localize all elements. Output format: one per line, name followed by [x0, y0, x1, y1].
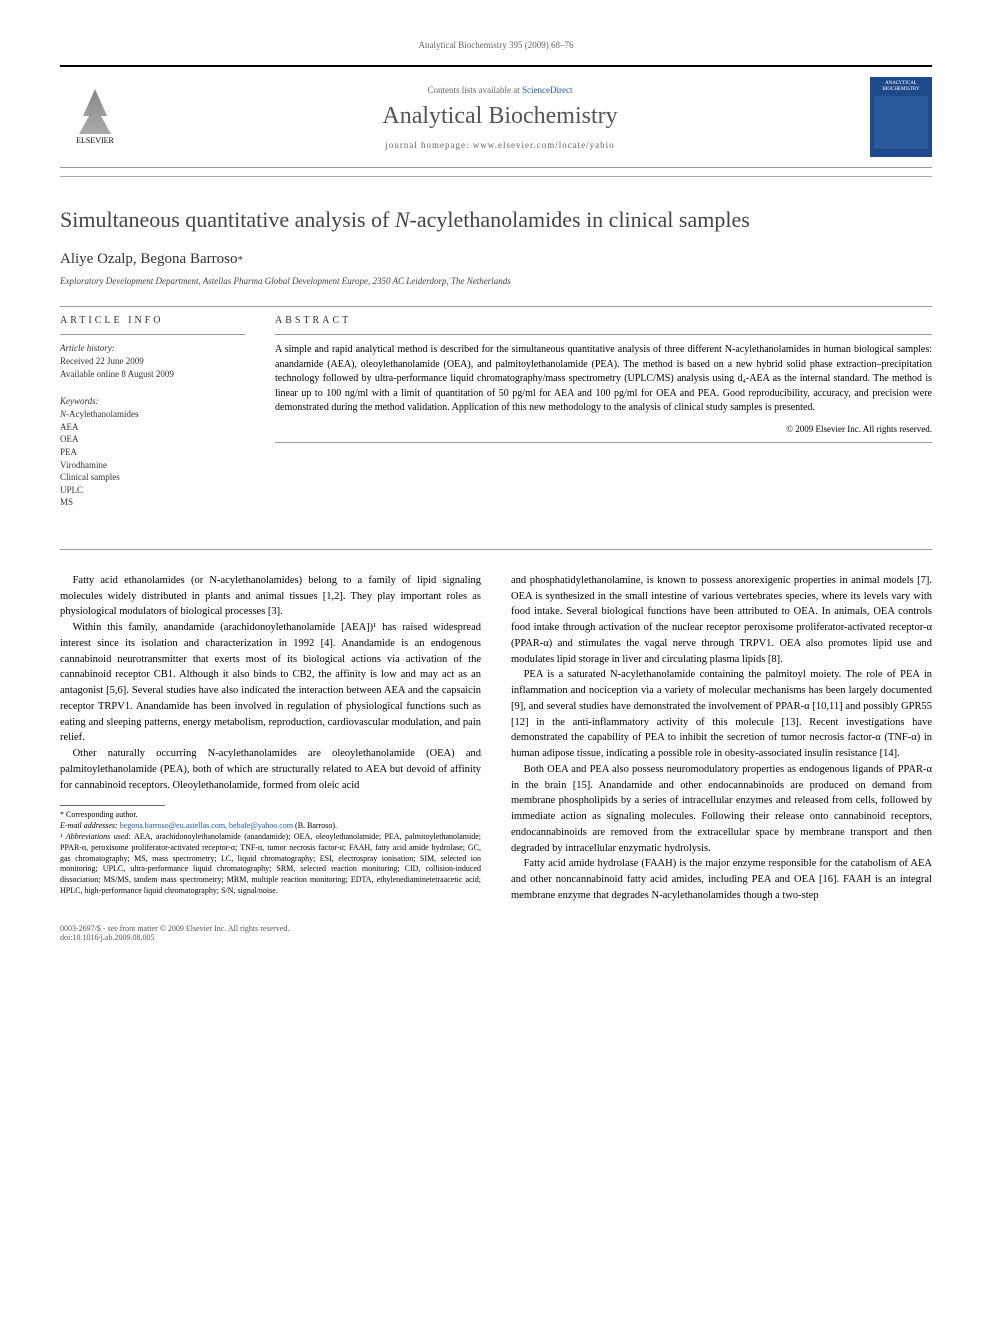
- elsevier-logo: ELSEVIER: [60, 82, 130, 152]
- body-col-right: and phosphatidylethanolamine, is known t…: [511, 573, 932, 904]
- corresponding-marker: *: [237, 254, 243, 266]
- homepage-url[interactable]: www.elsevier.com/locate/yabio: [473, 140, 615, 150]
- paragraph: Fatty acid amide hydrolase (FAAH) is the…: [511, 856, 932, 903]
- keyword: N-Acylethanolamides: [60, 408, 245, 421]
- divider: [60, 549, 932, 550]
- authors-line: Aliye Ozalp, Begona Barroso*: [60, 251, 932, 268]
- tree-icon: [75, 89, 115, 134]
- divider: [60, 306, 932, 307]
- masthead-center: Contents lists available at ScienceDirec…: [145, 85, 855, 150]
- cover-body: [874, 96, 928, 149]
- corresponding-note: * Corresponding author.: [60, 810, 481, 821]
- divider: [275, 334, 932, 335]
- body-columns: Fatty acid ethanolamides (or N-acylethan…: [60, 573, 932, 904]
- paragraph: Both OEA and PEA also possess neuromodul…: [511, 762, 932, 857]
- contents-line: Contents lists available at ScienceDirec…: [145, 85, 855, 95]
- history-item: Available online 8 August 2009: [60, 368, 245, 381]
- homepage-prefix: journal homepage:: [385, 140, 472, 150]
- divider: [275, 442, 932, 443]
- keywords-list: N-Acylethanolamides AEA OEA PEA Virodham…: [60, 408, 245, 509]
- article-info-column: ARTICLE INFO Article history: Received 2…: [60, 315, 245, 509]
- history-list: Received 22 June 2009 Available online 8…: [60, 355, 245, 380]
- abbrev-label: ¹ Abbreviations used:: [60, 832, 131, 841]
- title-italic: N: [395, 207, 410, 232]
- history-item: Received 22 June 2009: [60, 355, 245, 368]
- meta-abstract-row: ARTICLE INFO Article history: Received 2…: [60, 315, 932, 509]
- abstract-copyright: © 2009 Elsevier Inc. All rights reserved…: [275, 424, 932, 434]
- journal-page: Analytical Biochemistry 395 (2009) 68–76…: [0, 0, 992, 982]
- footnotes: * Corresponding author. E-mail addresses…: [60, 810, 481, 896]
- email-attribution: (B. Barroso).: [295, 821, 337, 830]
- paragraph: and phosphatidylethanolamine, is known t…: [511, 573, 932, 668]
- article-info-heading: ARTICLE INFO: [60, 315, 245, 326]
- cover-title: ANALYTICAL BIOCHEMISTRY: [872, 81, 930, 92]
- abstract-text: A simple and rapid analytical method is …: [275, 343, 932, 416]
- footnote-rule: [60, 805, 165, 806]
- paragraph: Other naturally occurring N-acylethanola…: [60, 746, 481, 793]
- title-prefix: Simultaneous quantitative analysis of: [60, 207, 395, 232]
- abstract-column: ABSTRACT A simple and rapid analytical m…: [275, 315, 932, 509]
- email-label: E-mail addresses:: [60, 821, 118, 830]
- body-col-left: Fatty acid ethanolamides (or N-acylethan…: [60, 573, 481, 904]
- email-note: E-mail addresses: begona.barroso@eu.aste…: [60, 821, 481, 832]
- title-suffix: -acylethanolamides in clinical samples: [410, 207, 750, 232]
- paragraph: Within this family, anandamide (arachido…: [60, 620, 481, 746]
- keyword: UPLC: [60, 484, 245, 497]
- author-names: Aliye Ozalp, Begona Barroso: [60, 251, 237, 267]
- keyword: Clinical samples: [60, 471, 245, 484]
- history-label: Article history:: [60, 343, 245, 353]
- abbrev-text: AEA, arachidonoylethanolamide (anandamid…: [60, 832, 481, 895]
- journal-cover-thumbnail: ANALYTICAL BIOCHEMISTRY: [870, 77, 932, 157]
- homepage-line: journal homepage: www.elsevier.com/locat…: [145, 140, 855, 150]
- page-footer: 0003-2697/$ - see front matter © 2009 El…: [60, 924, 932, 942]
- running-header: Analytical Biochemistry 395 (2009) 68–76: [60, 40, 932, 50]
- keyword: PEA: [60, 446, 245, 459]
- paragraph: PEA is a saturated N-acylethanolamide co…: [511, 667, 932, 762]
- masthead-rule: [60, 176, 932, 177]
- doi-line: doi:10.1016/j.ab.2009.08.005: [60, 933, 932, 942]
- article-title: Simultaneous quantitative analysis of N-…: [60, 207, 932, 233]
- logo-label: ELSEVIER: [76, 136, 114, 145]
- contents-prefix: Contents lists available at: [428, 85, 522, 95]
- keyword: Virodhamine: [60, 459, 245, 472]
- paragraph: Fatty acid ethanolamides (or N-acylethan…: [60, 573, 481, 620]
- abbreviations-note: ¹ Abbreviations used: AEA, arachidonoyle…: [60, 832, 481, 897]
- keyword: MS: [60, 496, 245, 509]
- email-link[interactable]: begona.barroso@eu.astellas.com, bebafe@y…: [120, 821, 293, 830]
- issn-line: 0003-2697/$ - see front matter © 2009 El…: [60, 924, 932, 933]
- abstract-heading: ABSTRACT: [275, 315, 932, 326]
- keyword: AEA: [60, 421, 245, 434]
- keywords-label: Keywords:: [60, 396, 245, 406]
- keyword: OEA: [60, 433, 245, 446]
- sciencedirect-link[interactable]: ScienceDirect: [522, 85, 572, 95]
- divider: [60, 334, 245, 335]
- publisher-masthead: ELSEVIER Contents lists available at Sci…: [60, 65, 932, 168]
- journal-name: Analytical Biochemistry: [145, 103, 855, 130]
- affiliation: Exploratory Development Department, Aste…: [60, 276, 932, 286]
